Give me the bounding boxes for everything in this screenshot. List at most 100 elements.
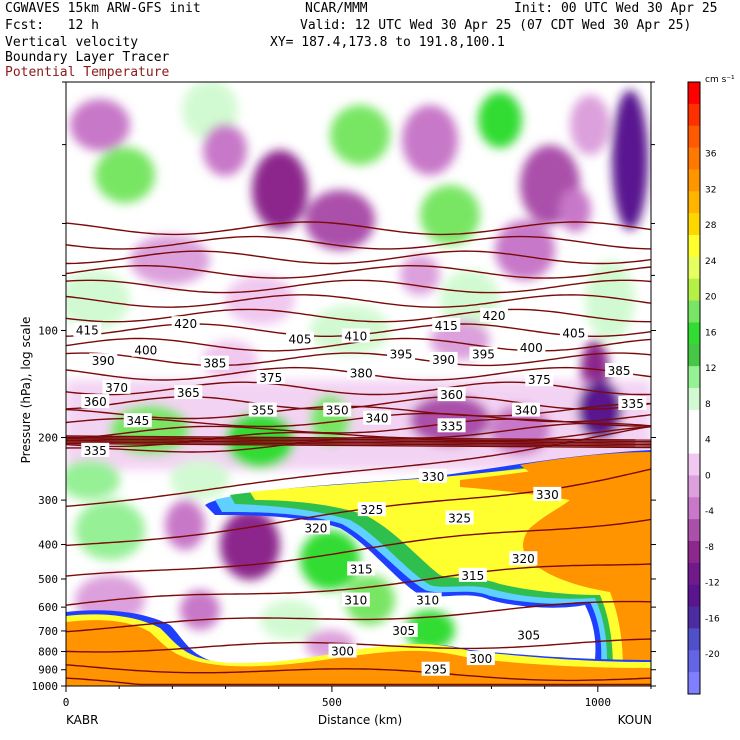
theta-label-bg [533, 486, 562, 501]
vv-blob [495, 220, 555, 280]
theta-contour-line [66, 677, 651, 686]
theta-label-bg [286, 331, 314, 346]
vv-blob [95, 147, 155, 203]
theta-label: 370 [105, 381, 128, 395]
theta-contour-line [66, 412, 651, 428]
vv-blob [300, 530, 360, 590]
theta-label: 335 [621, 397, 644, 411]
vv-blob [478, 92, 522, 148]
theta-contour-line [66, 600, 651, 633]
colorbar-label: 8 [705, 400, 711, 410]
vv-blob [220, 510, 280, 580]
vv-blob [612, 90, 648, 230]
theta-label-bg [81, 394, 110, 409]
colorbar-swatch [688, 453, 700, 476]
theta-label-bg [256, 369, 285, 384]
colorbar-label: 28 [705, 221, 717, 231]
right-station-label: KOUN [618, 713, 652, 727]
colorbar-label: 32 [705, 185, 716, 195]
theta-label: 300 [331, 645, 354, 659]
tropopause-line [66, 438, 651, 444]
colorbar-swatch [688, 497, 700, 520]
theta-label-bg [445, 510, 474, 525]
colorbar-swatch [688, 409, 700, 433]
theta-contour-line [66, 381, 651, 396]
colorbar-swatch [688, 147, 700, 170]
vv-blob [420, 185, 480, 245]
y-tick-label: 100 [38, 324, 58, 337]
header-fcst: Fcst: 12 h [5, 18, 99, 33]
theta-label: 420 [174, 317, 197, 331]
vv-blob [260, 600, 320, 640]
colorbar-swatch [688, 256, 700, 280]
theta-label: 390 [92, 354, 115, 368]
theta-label: 385 [608, 364, 631, 378]
colorbar-label: 0 [705, 471, 711, 481]
theta-label: 395 [390, 348, 413, 362]
colorbar-label: 20 [705, 293, 717, 303]
theta-label-bg [525, 372, 554, 387]
theta-label: 335 [84, 444, 107, 458]
theta-label-bg [171, 316, 200, 331]
theta-label: 415 [435, 319, 458, 333]
theta-label: 400 [134, 344, 157, 358]
theta-label: 315 [350, 562, 373, 576]
theta-label: 330 [536, 488, 559, 502]
tropopause-line [66, 441, 651, 447]
colorbar-label: 36 [705, 150, 717, 160]
colorbar-label: -12 [705, 579, 720, 589]
y-tick-label: 700 [38, 625, 58, 638]
theta-label: 345 [126, 414, 149, 428]
colorbar-swatch [688, 191, 700, 214]
colorbar-swatch [688, 541, 700, 564]
colorbar-swatch [688, 628, 700, 651]
vv-blob [405, 610, 455, 650]
theta-label: 305 [392, 624, 415, 638]
theta-label-bg [559, 325, 588, 340]
theta-label-bg [512, 402, 541, 417]
theta-label-bg [323, 402, 352, 417]
tropopause-line [66, 442, 651, 449]
header-init: Init: 00 UTC Wed 30 Apr 25 [514, 1, 718, 16]
vv-blob [75, 500, 145, 560]
theta-label-bg [418, 468, 447, 483]
theta-label-bg [469, 346, 498, 361]
colorbar-swatch [688, 103, 700, 127]
theta-label-bg [200, 355, 229, 370]
theta-contour-line [66, 221, 651, 236]
colorbar-swatch [688, 431, 700, 455]
vv-blob [203, 124, 247, 176]
colorbar-label: 4 [705, 436, 711, 446]
y-tick-label: 600 [38, 601, 58, 614]
vv-blob [402, 105, 458, 175]
theta-label-bg [389, 622, 418, 637]
theta-label-bg [421, 661, 450, 676]
left-station-label: KABR [66, 713, 98, 727]
colorbar-swatch [688, 125, 700, 149]
y-tick-label: 800 [38, 646, 58, 659]
theta-label: 395 [472, 348, 495, 362]
colorbar-swatch [688, 672, 700, 695]
theta-label: 340 [366, 412, 389, 426]
colorbar-swatch [688, 519, 700, 542]
colorbar-swatch [688, 235, 700, 258]
vv-blob [559, 188, 591, 232]
theta-label: 300 [469, 652, 492, 666]
theta-label-bg [363, 410, 392, 425]
theta-label: 365 [177, 386, 200, 400]
tracer-lowlevel-orange [66, 620, 651, 686]
theta-label: 330 [422, 470, 445, 484]
theta-label-bg [357, 502, 386, 517]
y-axis-label: Pressure (hPa), log scale [19, 317, 33, 464]
colorbar-label: -16 [705, 614, 720, 624]
header-field-theta: Potential Temperature [5, 65, 170, 80]
colorbar-swatch [688, 584, 700, 608]
colorbar-swatch [688, 650, 700, 673]
theta-label-bg [517, 339, 546, 354]
colorbar: 36 32 28 24 20 16 12 8 4 0 -4 -8 -12 -16 -20 [687, 81, 720, 695]
y-axis-ticks: 100 200 300 400 500 600 700 800 900 1000 [32, 81, 656, 693]
theta-label-bg [347, 365, 376, 380]
theta-label: 305 [517, 628, 540, 642]
theta-label: 335 [440, 419, 463, 433]
